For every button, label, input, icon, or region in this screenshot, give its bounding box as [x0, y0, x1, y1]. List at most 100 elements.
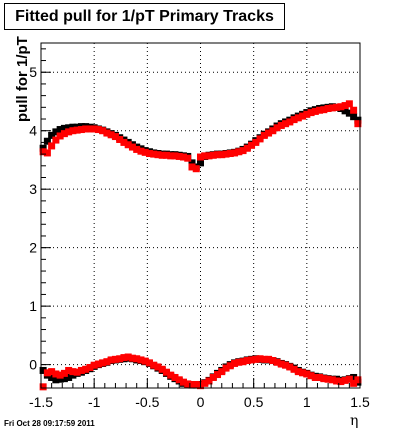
data-point-red — [243, 144, 251, 152]
timestamp: Fri Oct 28 09:17:59 2011 — [4, 419, 95, 428]
data-point-red — [307, 109, 315, 117]
data-point-red — [337, 378, 345, 386]
data-point-red — [175, 376, 183, 384]
data-point-red — [52, 370, 60, 378]
data-point-red — [260, 131, 268, 139]
data-point-red — [243, 357, 251, 365]
data-point-red — [141, 357, 149, 365]
data-point-red — [337, 103, 345, 111]
data-point-red — [184, 380, 192, 388]
data-point-black — [65, 124, 73, 132]
data-point-red — [345, 375, 353, 383]
x-tick-label: -1 — [88, 394, 101, 410]
data-point-red — [248, 141, 256, 149]
data-point-red — [116, 355, 124, 363]
chart-tick-labels: -1.5 -1 -0.5 0 0.5 1 1.5 0 1 2 3 4 5 — [29, 64, 370, 410]
data-point-red — [60, 369, 68, 377]
data-point-red — [73, 368, 81, 376]
data-point-red — [103, 358, 111, 366]
data-point-red — [120, 138, 128, 146]
data-point-black — [43, 137, 51, 145]
data-point-red — [184, 154, 192, 162]
data-point-red — [226, 362, 234, 370]
data-point-red — [286, 363, 294, 371]
data-point-black — [69, 123, 77, 131]
data-point-red — [154, 151, 162, 159]
data-point-red — [277, 360, 285, 368]
data-point-red — [226, 150, 234, 158]
data-point-red — [282, 361, 290, 369]
y-tick-label: 2 — [29, 240, 37, 256]
data-point-red — [333, 377, 341, 385]
data-point-red — [99, 127, 107, 135]
data-point-red — [56, 371, 64, 379]
data-point-red — [320, 375, 328, 383]
data-point-red — [111, 355, 119, 363]
data-point-red — [256, 135, 264, 143]
data-point-red — [158, 151, 166, 159]
data-point-red — [201, 152, 209, 160]
data-point-red — [269, 127, 277, 135]
y-tick-label: 3 — [29, 181, 37, 197]
data-point-red — [73, 126, 81, 134]
data-point-red — [290, 365, 298, 373]
data-point-red — [303, 370, 311, 378]
data-point-black — [65, 373, 73, 381]
data-point-red — [128, 354, 136, 362]
x-tick-label: 0 — [197, 394, 205, 410]
data-point-red — [124, 353, 132, 361]
data-point-red — [303, 110, 311, 118]
x-axis-label: η — [350, 413, 359, 429]
data-point-red — [282, 120, 290, 128]
data-point-red — [111, 133, 119, 141]
data-point-red — [273, 124, 281, 132]
data-point-red — [52, 136, 60, 144]
data-point-red — [205, 377, 213, 385]
data-point-red — [82, 125, 90, 133]
data-point-red — [328, 376, 336, 384]
data-point-red — [141, 148, 149, 156]
y-tick-label: 0 — [29, 357, 37, 373]
data-point-red — [145, 150, 153, 158]
data-point-red — [209, 151, 217, 159]
data-point-red — [218, 368, 226, 376]
data-point-red — [350, 106, 358, 114]
data-point-red — [175, 152, 183, 160]
chart-title: Fitted pull for 1/pT Primary Tracks — [4, 3, 285, 30]
data-point-red — [65, 128, 73, 136]
data-point-black — [52, 128, 60, 136]
data-point-red — [39, 148, 47, 156]
data-point-black — [60, 124, 68, 132]
data-point-red — [99, 359, 107, 367]
data-point-red — [316, 373, 324, 381]
data-point-black — [350, 113, 358, 121]
data-point-red — [341, 376, 349, 384]
data-point-red — [158, 365, 166, 373]
x-tick-label: 1.5 — [350, 394, 370, 410]
data-point-red — [192, 380, 200, 388]
data-point-red — [43, 149, 51, 157]
data-point-black — [56, 375, 64, 383]
data-point-red — [277, 121, 285, 129]
data-point-red — [205, 152, 213, 160]
data-point-red — [179, 378, 187, 386]
data-point-red — [218, 151, 226, 159]
y-tick-label: 4 — [29, 123, 37, 139]
data-point-black — [39, 144, 47, 152]
data-point-red — [209, 373, 217, 381]
data-point-red — [235, 148, 243, 156]
data-point-red — [48, 368, 56, 376]
data-point-red — [273, 358, 281, 366]
data-point-red — [90, 125, 98, 133]
data-point-red — [222, 364, 230, 372]
data-point-red — [107, 356, 115, 364]
data-point-red — [60, 130, 68, 138]
data-point-red — [307, 372, 315, 380]
data-point-red — [188, 380, 196, 388]
data-point-red — [345, 100, 353, 108]
chart-markers — [39, 100, 362, 391]
data-point-red — [133, 355, 141, 363]
data-point-red — [214, 151, 222, 159]
data-point-red — [311, 373, 319, 381]
data-point-red — [162, 151, 170, 159]
